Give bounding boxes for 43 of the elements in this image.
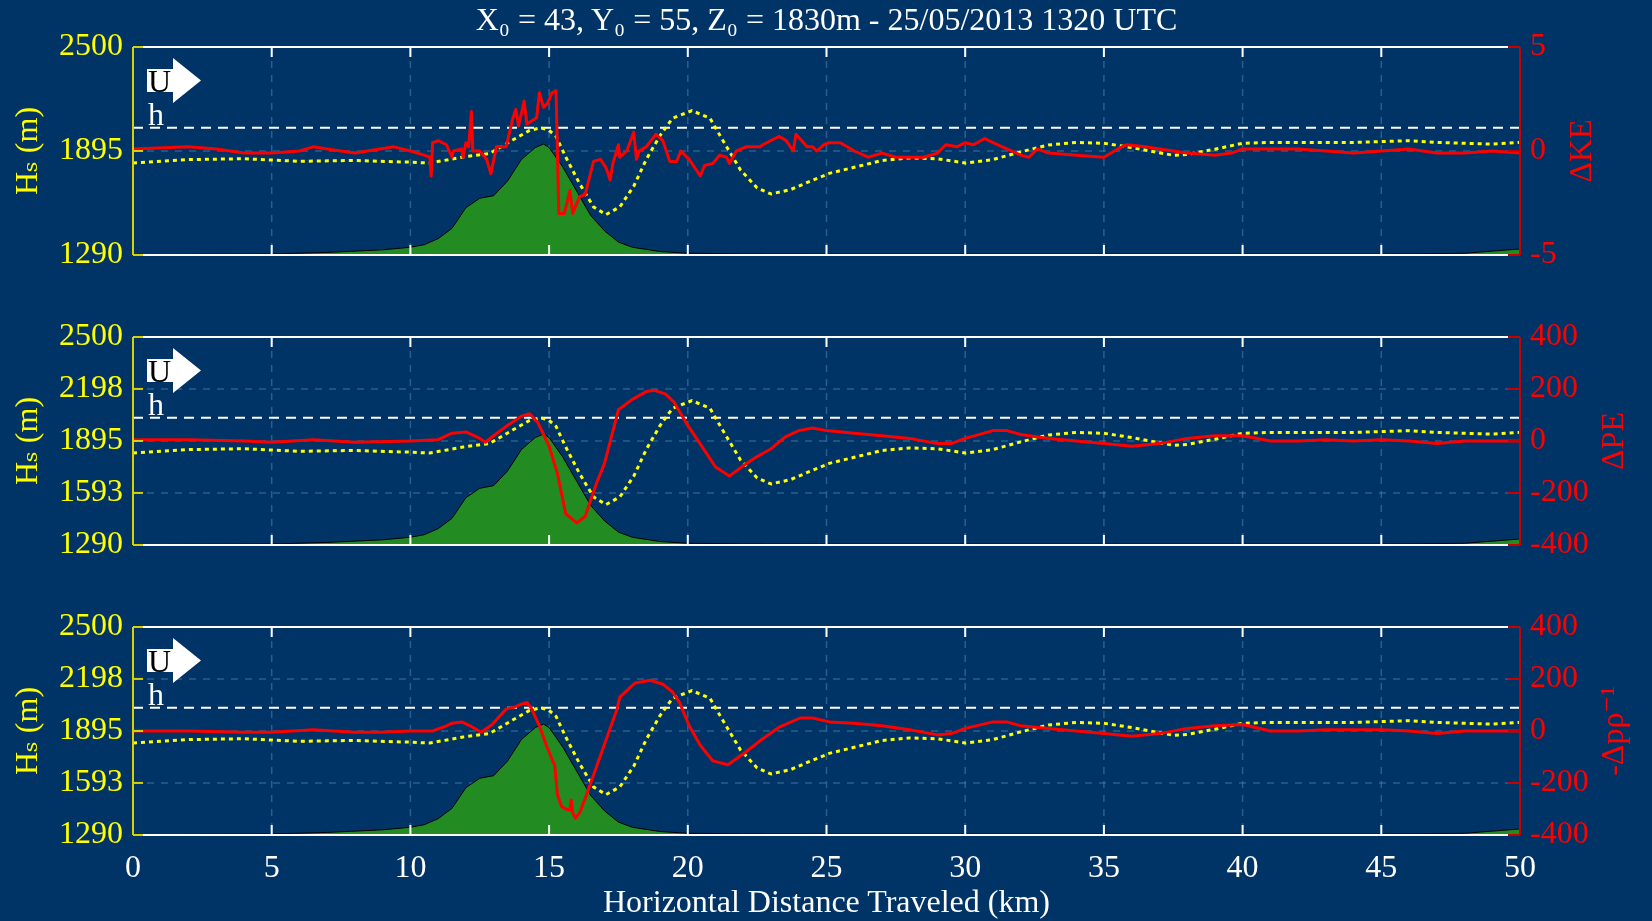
y-tick-label: 2500 bbox=[59, 26, 123, 63]
y2-tick-label: 400 bbox=[1530, 606, 1578, 643]
y-tick-label: 1593 bbox=[59, 762, 123, 799]
y2-axis-title: -Δpρ⁻¹ bbox=[1594, 686, 1631, 776]
y-axis-title: Hₛ (m) bbox=[8, 106, 45, 196]
x-tick-label: 45 bbox=[1365, 847, 1398, 884]
y2-tick-label: 0 bbox=[1530, 420, 1546, 457]
y2-tick-label: 0 bbox=[1530, 710, 1546, 747]
x-axis-title: Horizontal Distance Traveled (km) bbox=[603, 883, 1050, 920]
y-tick-label: 1290 bbox=[59, 524, 123, 561]
y2-tick-label: 200 bbox=[1530, 368, 1578, 405]
y-tick-label: 1895 bbox=[59, 420, 123, 457]
y2-tick-label: 400 bbox=[1530, 316, 1578, 353]
x-tick-label: 35 bbox=[1087, 847, 1120, 884]
y-axis-title: Hₛ (m) bbox=[8, 396, 45, 486]
y2-tick-label: -200 bbox=[1530, 472, 1589, 509]
chart-title: X₀ = 43, Y₀ = 55, Z₀ = 1830m - 25/05/2013 1320 UTC bbox=[475, 0, 1178, 37]
x-tick-label: 20 bbox=[671, 847, 704, 884]
y-tick-label: 2500 bbox=[59, 606, 123, 643]
y-tick-label: 2500 bbox=[59, 316, 123, 353]
x-tick-label: 10 bbox=[394, 847, 427, 884]
y2-tick-label: -400 bbox=[1530, 524, 1589, 561]
y2-tick-label: 0 bbox=[1530, 130, 1546, 167]
x-tick-label: 0 bbox=[125, 847, 141, 884]
y-tick-label: 2198 bbox=[59, 658, 123, 695]
y2-tick-label: 200 bbox=[1530, 658, 1578, 695]
x-tick-label: 15 bbox=[533, 847, 566, 884]
y-axis-title: Hₛ (m) bbox=[8, 686, 45, 776]
y-tick-label: 1593 bbox=[59, 472, 123, 509]
y-tick-label: 1895 bbox=[59, 710, 123, 747]
x-tick-label: 40 bbox=[1226, 847, 1259, 884]
x-tick-label: 30 bbox=[949, 847, 982, 884]
y-tick-label: 1290 bbox=[59, 234, 123, 271]
y2-tick-label: -200 bbox=[1530, 762, 1589, 799]
x-tick-label: 25 bbox=[810, 847, 843, 884]
y2-tick-label: -5 bbox=[1530, 234, 1557, 271]
y2-tick-label: 5 bbox=[1530, 26, 1546, 63]
y-tick-label: 2198 bbox=[59, 368, 123, 405]
y-tick-label: 1290 bbox=[59, 814, 123, 851]
x-tick-label: 5 bbox=[263, 847, 280, 884]
y-tick-label: 1895 bbox=[59, 130, 123, 167]
y2-axis-title: ΔKE bbox=[1562, 119, 1599, 183]
y2-axis-title: ΔPE bbox=[1594, 412, 1631, 470]
